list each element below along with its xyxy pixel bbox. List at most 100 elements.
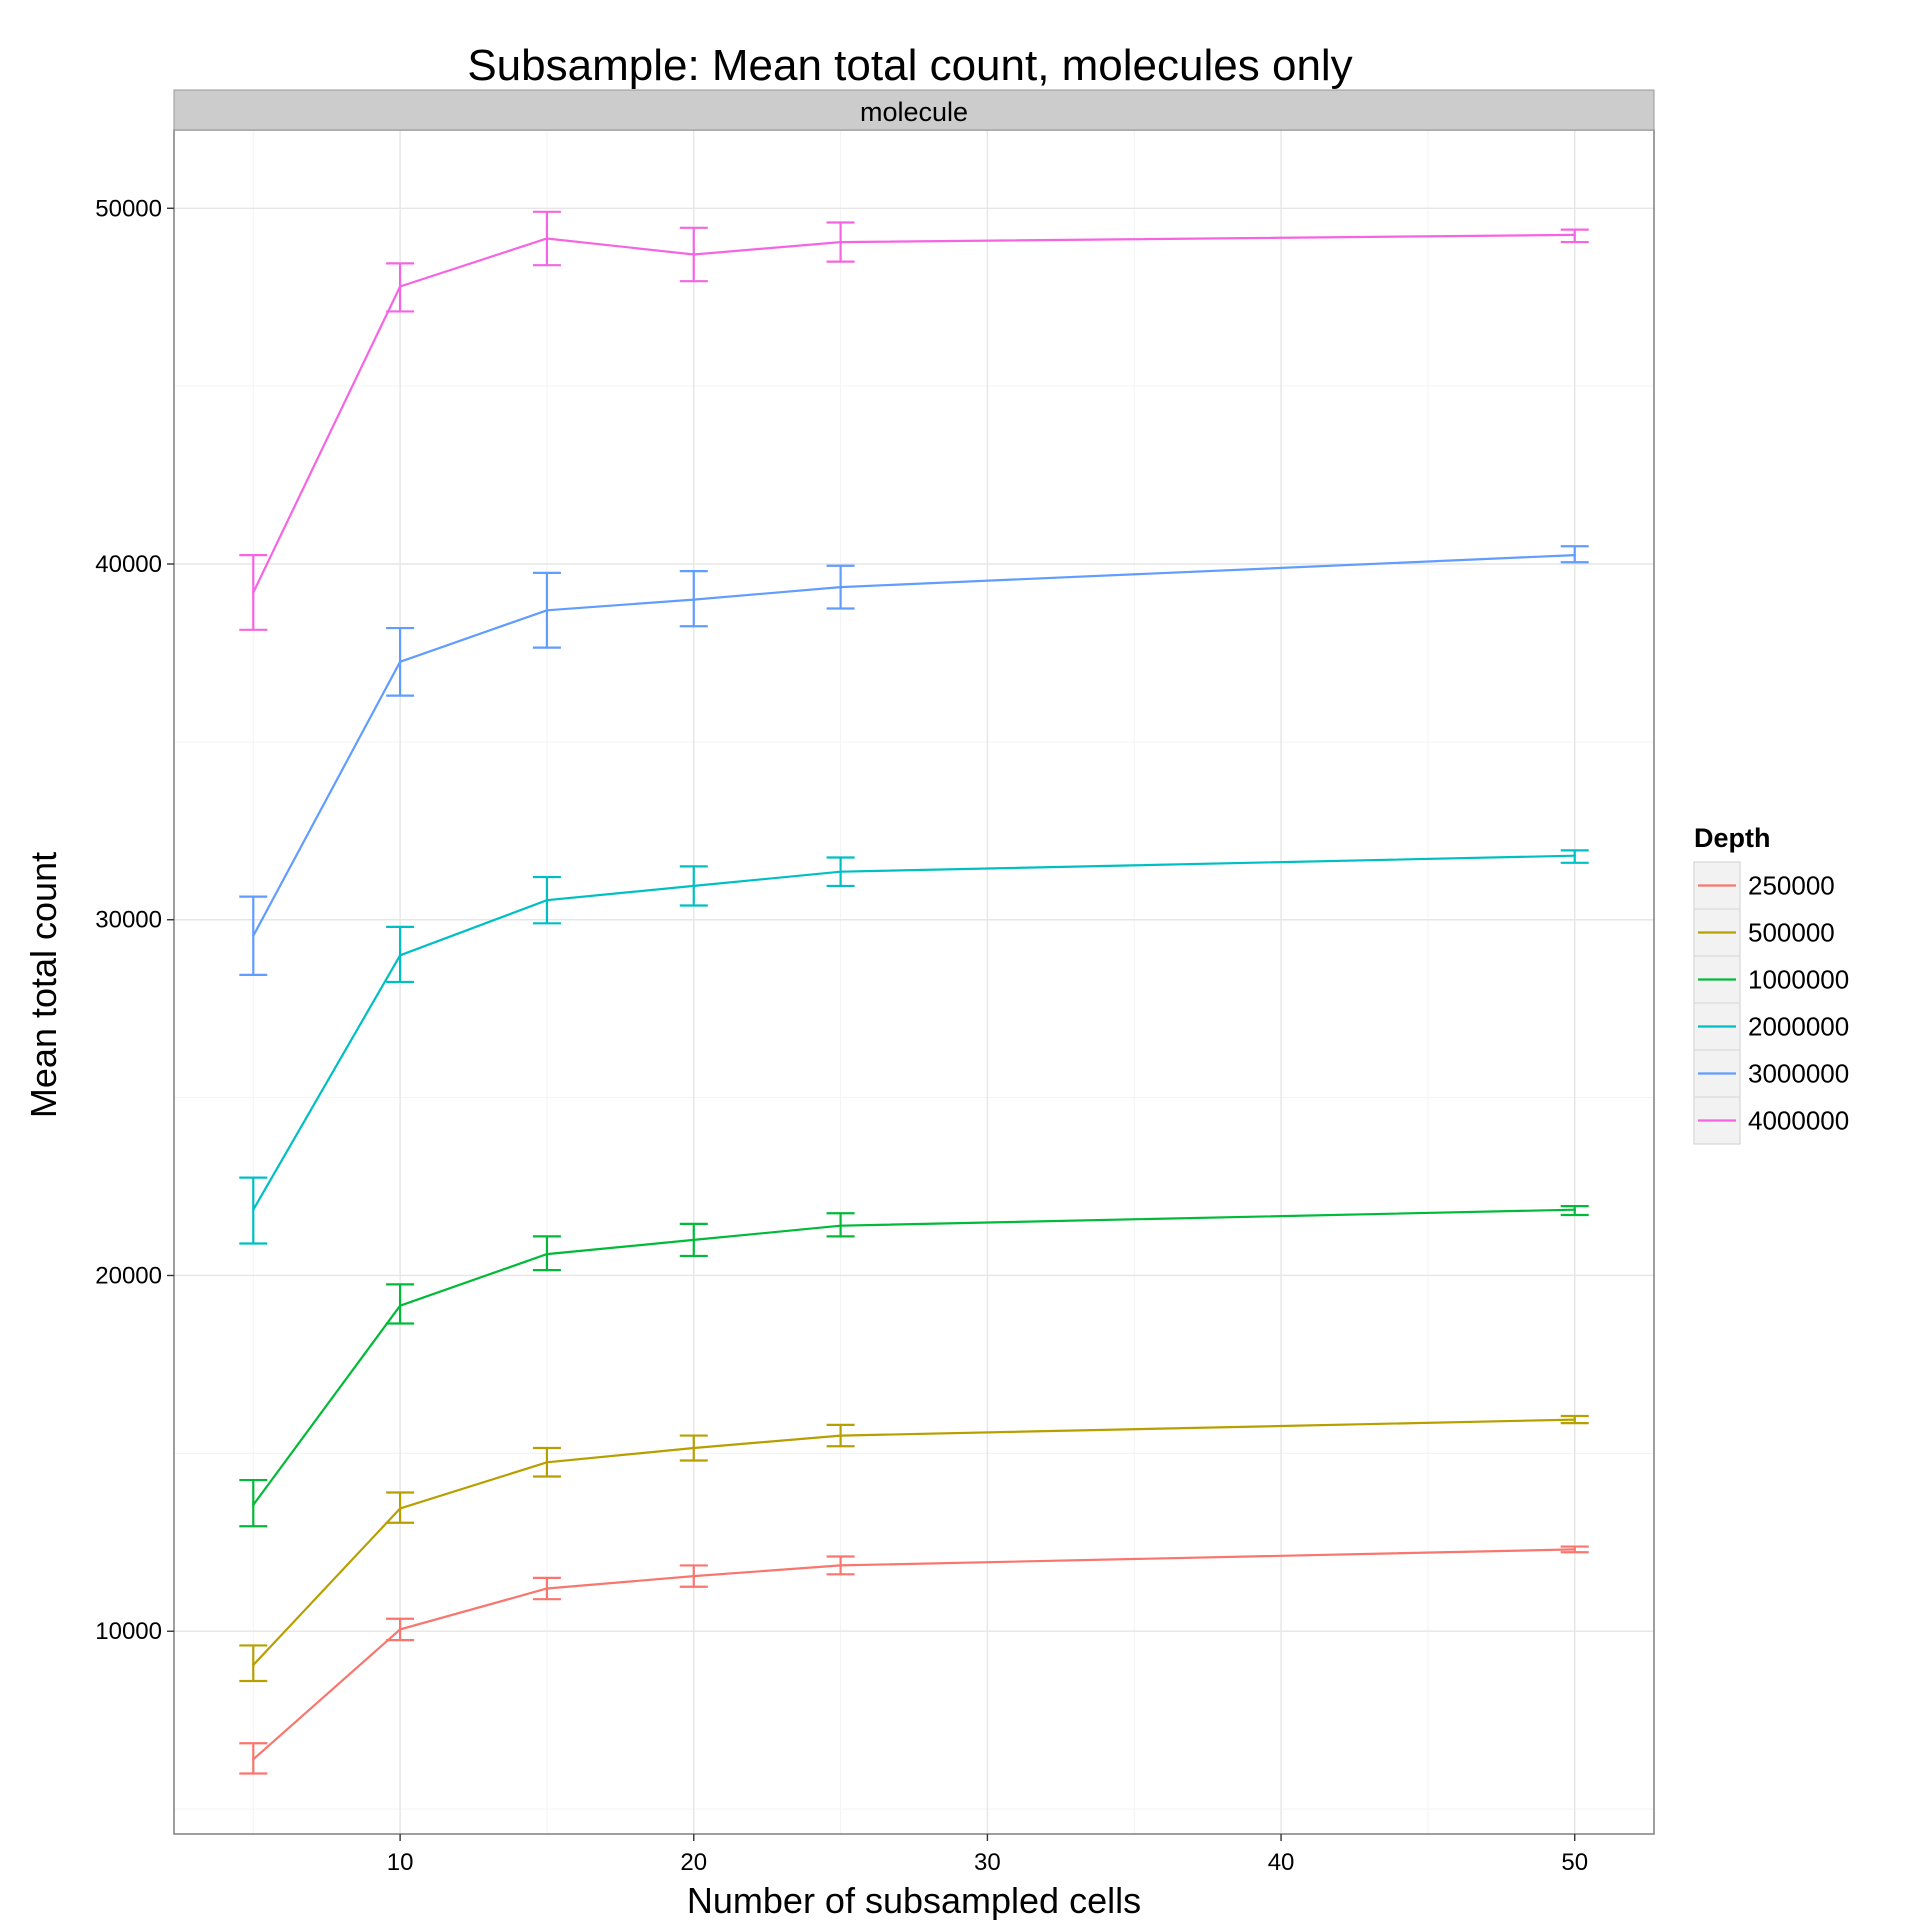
series-line-1000000 bbox=[252, 1208, 1575, 1506]
series-3000000 bbox=[239, 545, 1589, 976]
series-1000000 bbox=[239, 1205, 1589, 1528]
plot-area bbox=[173, 129, 1655, 1835]
facet-strip bbox=[173, 89, 1655, 131]
data-point bbox=[252, 1503, 255, 1507]
data-point bbox=[692, 1238, 695, 1242]
legend-item-3000000: 3000000 bbox=[1693, 1049, 1849, 1098]
data-point bbox=[398, 1507, 402, 1510]
error-bar-250000-20 bbox=[679, 1564, 708, 1588]
series-line-3000000 bbox=[252, 554, 1575, 937]
error-bar-250000-5 bbox=[239, 1742, 268, 1775]
error-bar-1000000-10 bbox=[386, 1283, 415, 1325]
error-bar-500000-15 bbox=[532, 1446, 561, 1478]
legend: Depth 250000 500000 1000000 2000000 3000000 4… bbox=[1693, 823, 1849, 1145]
legend-label: 4000000 bbox=[1748, 1106, 1849, 1136]
y-tick-label: 50000 bbox=[95, 195, 162, 222]
series-line-4000000 bbox=[252, 233, 1575, 593]
data-point bbox=[1573, 1208, 1576, 1211]
y-tick-label: 30000 bbox=[95, 907, 162, 934]
x-tick-label: 50 bbox=[1561, 1849, 1588, 1876]
error-bar-2000000-20 bbox=[679, 865, 708, 907]
error-bar-3000000-50 bbox=[1560, 545, 1589, 564]
series-250000 bbox=[239, 1545, 1589, 1775]
data-point bbox=[545, 609, 549, 612]
error-bar-500000-5 bbox=[239, 1644, 268, 1683]
legend-item-1000000: 1000000 bbox=[1693, 955, 1849, 1004]
error-bar-4000000-20 bbox=[679, 226, 708, 283]
error-bar-3000000-25 bbox=[826, 564, 855, 610]
data-point bbox=[398, 660, 402, 664]
error-bar-250000-50 bbox=[1560, 1545, 1589, 1554]
data-point bbox=[545, 1252, 549, 1256]
legend-item-250000: 250000 bbox=[1693, 861, 1835, 910]
data-point bbox=[692, 1574, 695, 1578]
data-point bbox=[1573, 233, 1576, 237]
error-bar-2000000-15 bbox=[532, 875, 561, 925]
data-point bbox=[839, 1564, 842, 1567]
data-point bbox=[839, 1434, 842, 1437]
error-bar-250000-25 bbox=[826, 1555, 855, 1576]
data-point bbox=[839, 240, 842, 244]
error-bar-500000-50 bbox=[1560, 1414, 1589, 1425]
data-point bbox=[545, 898, 549, 902]
error-bar-2000000-10 bbox=[386, 925, 415, 984]
facet-strip-label: molecule bbox=[860, 97, 968, 127]
data-point bbox=[692, 598, 695, 601]
series-500000 bbox=[239, 1414, 1589, 1683]
data-point bbox=[252, 1758, 255, 1761]
error-bar-4000000-5 bbox=[239, 554, 268, 631]
y-tick-label: 20000 bbox=[95, 1262, 162, 1289]
error-bar-250000-10 bbox=[386, 1617, 415, 1642]
error-bar-2000000-5 bbox=[239, 1176, 268, 1245]
error-bar-4000000-15 bbox=[532, 210, 561, 267]
legend-label: 500000 bbox=[1748, 918, 1835, 948]
error-bar-3000000-5 bbox=[239, 895, 268, 976]
data-point bbox=[398, 1628, 402, 1631]
legend-label: 1000000 bbox=[1748, 965, 1849, 995]
error-bar-500000-25 bbox=[826, 1423, 855, 1448]
series-line-2000000 bbox=[252, 854, 1575, 1211]
x-tick-label: 10 bbox=[387, 1849, 414, 1876]
data-point bbox=[545, 237, 549, 240]
x-tick-label: 20 bbox=[680, 1849, 707, 1876]
panel-background bbox=[174, 130, 1654, 1834]
axes: 10000 20000 30000 40000 50000 10 20 30 40 50 bbox=[95, 195, 1588, 1876]
data-point bbox=[398, 954, 402, 957]
data-point bbox=[252, 591, 255, 594]
data-point bbox=[545, 1587, 549, 1590]
error-bar-3000000-15 bbox=[532, 571, 561, 649]
legend-item-500000: 500000 bbox=[1693, 908, 1835, 957]
error-bar-3000000-10 bbox=[386, 626, 415, 697]
y-tick-label: 10000 bbox=[95, 1618, 162, 1645]
error-bar-2000000-50 bbox=[1560, 849, 1589, 864]
data-point bbox=[1573, 553, 1576, 557]
error-bar-4000000-50 bbox=[1560, 228, 1589, 244]
data-point bbox=[252, 1663, 255, 1667]
legend-label: 250000 bbox=[1748, 871, 1835, 901]
data-point bbox=[692, 253, 695, 256]
error-bar-4000000-25 bbox=[826, 221, 855, 263]
data-point bbox=[545, 1461, 549, 1464]
legend-item-4000000: 4000000 bbox=[1693, 1096, 1849, 1145]
error-bar-1000000-50 bbox=[1560, 1205, 1589, 1217]
error-bar-1000000-25 bbox=[826, 1212, 855, 1238]
y-tick-label: 40000 bbox=[95, 551, 162, 578]
error-bar-2000000-25 bbox=[826, 856, 855, 888]
data-point bbox=[1573, 1548, 1576, 1551]
x-axis-title: Number of subsampled cells bbox=[687, 1880, 1141, 1920]
legend-key-border bbox=[1693, 1096, 1741, 1145]
x-tick-label: 40 bbox=[1268, 1849, 1295, 1876]
legend-label: 3000000 bbox=[1748, 1059, 1849, 1089]
x-tick-label: 30 bbox=[974, 1849, 1001, 1876]
legend-item-2000000: 2000000 bbox=[1693, 1002, 1849, 1051]
data-point bbox=[252, 1208, 255, 1211]
data-point bbox=[839, 870, 842, 873]
data-point bbox=[398, 1304, 402, 1307]
data-point bbox=[839, 585, 842, 589]
data-point bbox=[692, 884, 695, 888]
error-bar-1000000-15 bbox=[532, 1235, 561, 1272]
error-bar-1000000-20 bbox=[679, 1222, 708, 1258]
series-2000000 bbox=[239, 849, 1589, 1245]
series-line-500000 bbox=[252, 1418, 1575, 1666]
